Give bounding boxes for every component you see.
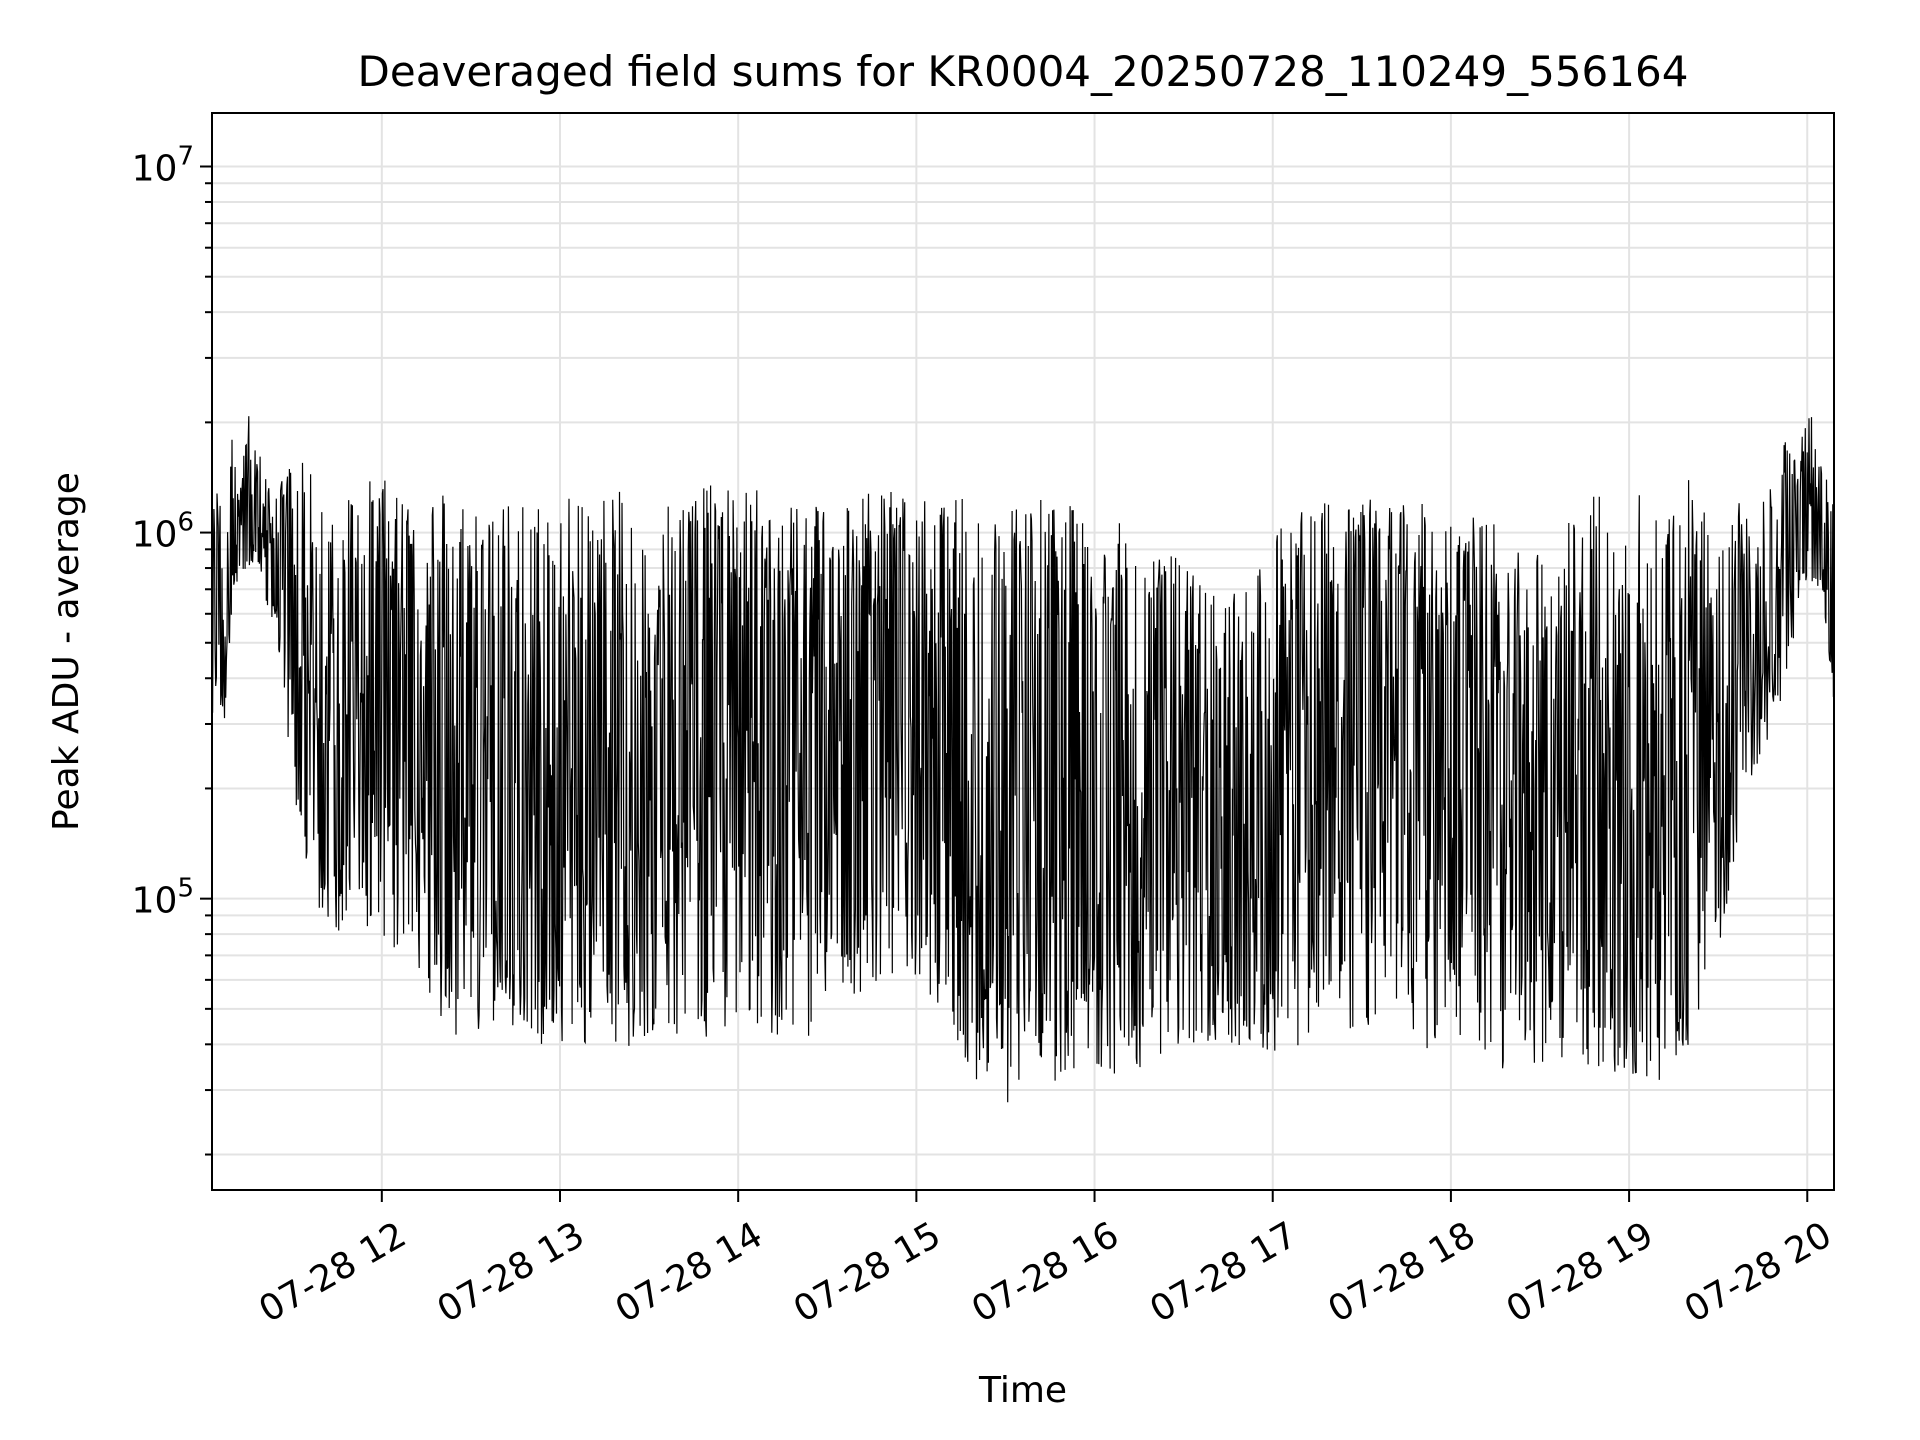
series-line xyxy=(211,416,1835,1103)
y-tick-label: 105 xyxy=(132,874,194,922)
x-axis-label: Time xyxy=(978,1370,1067,1411)
y-axis-label: Peak ADU - average xyxy=(46,472,87,831)
y-tick-label: 106 xyxy=(132,508,194,556)
plot-frame xyxy=(211,112,1835,1191)
series-trace xyxy=(211,416,1835,1103)
y-tick-label: 107 xyxy=(132,141,194,189)
chart-title: Deaveraged field sums for KR0004_2025072… xyxy=(358,47,1689,96)
